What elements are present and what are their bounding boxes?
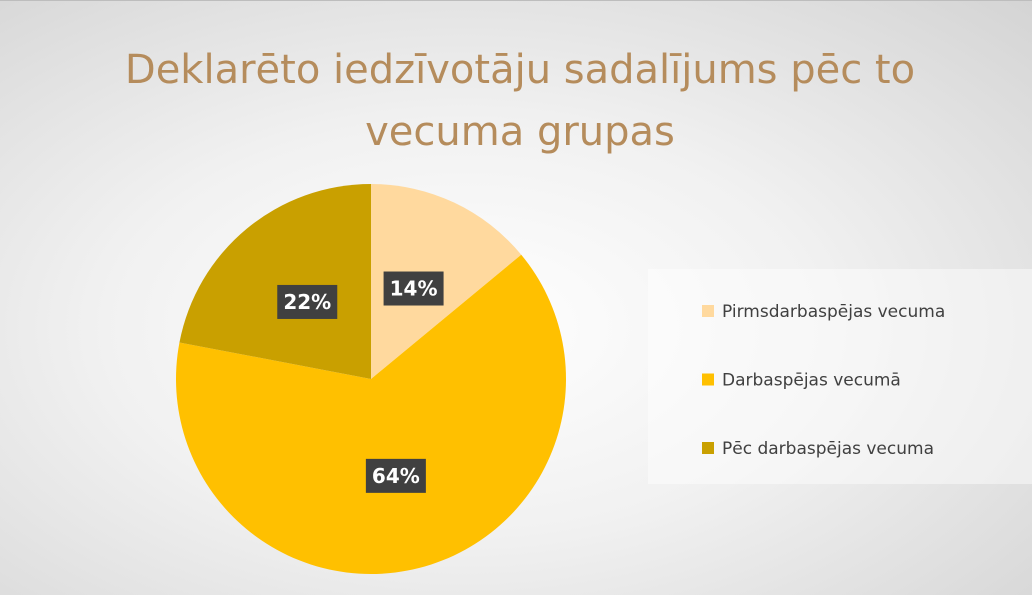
data-label: 64% (372, 464, 420, 488)
data-label: 14% (390, 277, 438, 301)
chart-title: Deklarēto iedzīvotāju sadalījums pēc to … (124, 47, 916, 155)
pie-slice (371, 184, 522, 379)
pie-slice (179, 184, 371, 379)
data-label-box (277, 284, 338, 319)
legend-label: Darbaspējas vecumā (722, 371, 901, 391)
pie-slice (175, 254, 566, 574)
data-label: 22% (283, 290, 331, 314)
legend-swatch (702, 442, 714, 454)
legend-swatch (702, 305, 714, 317)
data-label-box (383, 271, 444, 306)
data-label-box (365, 458, 426, 493)
legend-swatch (702, 373, 714, 386)
legend-label: Pēc darbaspējas vecuma (722, 439, 934, 459)
legend-label: Pirmsdarbaspējas vecuma (722, 302, 945, 322)
